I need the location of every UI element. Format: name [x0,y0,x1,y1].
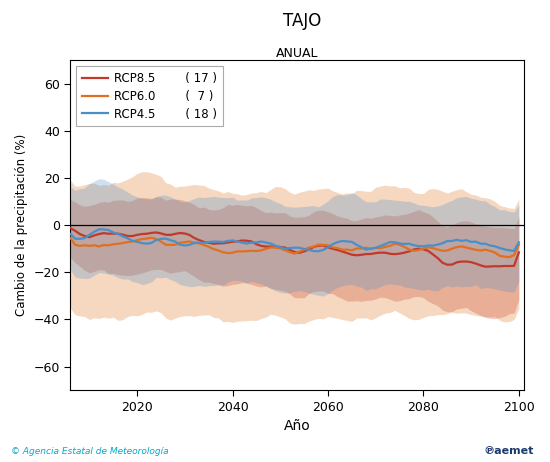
X-axis label: Año: Año [284,419,310,433]
Text: ℗aemet: ℗aemet [483,446,534,456]
Text: © Agencia Estatal de Meteorología: © Agencia Estatal de Meteorología [11,448,169,456]
Legend: RCP8.5        ( 17 ), RCP6.0        (  7 ), RCP4.5        ( 18 ): RCP8.5 ( 17 ), RCP6.0 ( 7 ), RCP4.5 ( 18… [76,66,223,127]
Text: TAJO: TAJO [283,12,322,30]
Y-axis label: Cambio de la precipitación (%): Cambio de la precipitación (%) [15,134,28,316]
Title: ANUAL: ANUAL [276,47,318,61]
